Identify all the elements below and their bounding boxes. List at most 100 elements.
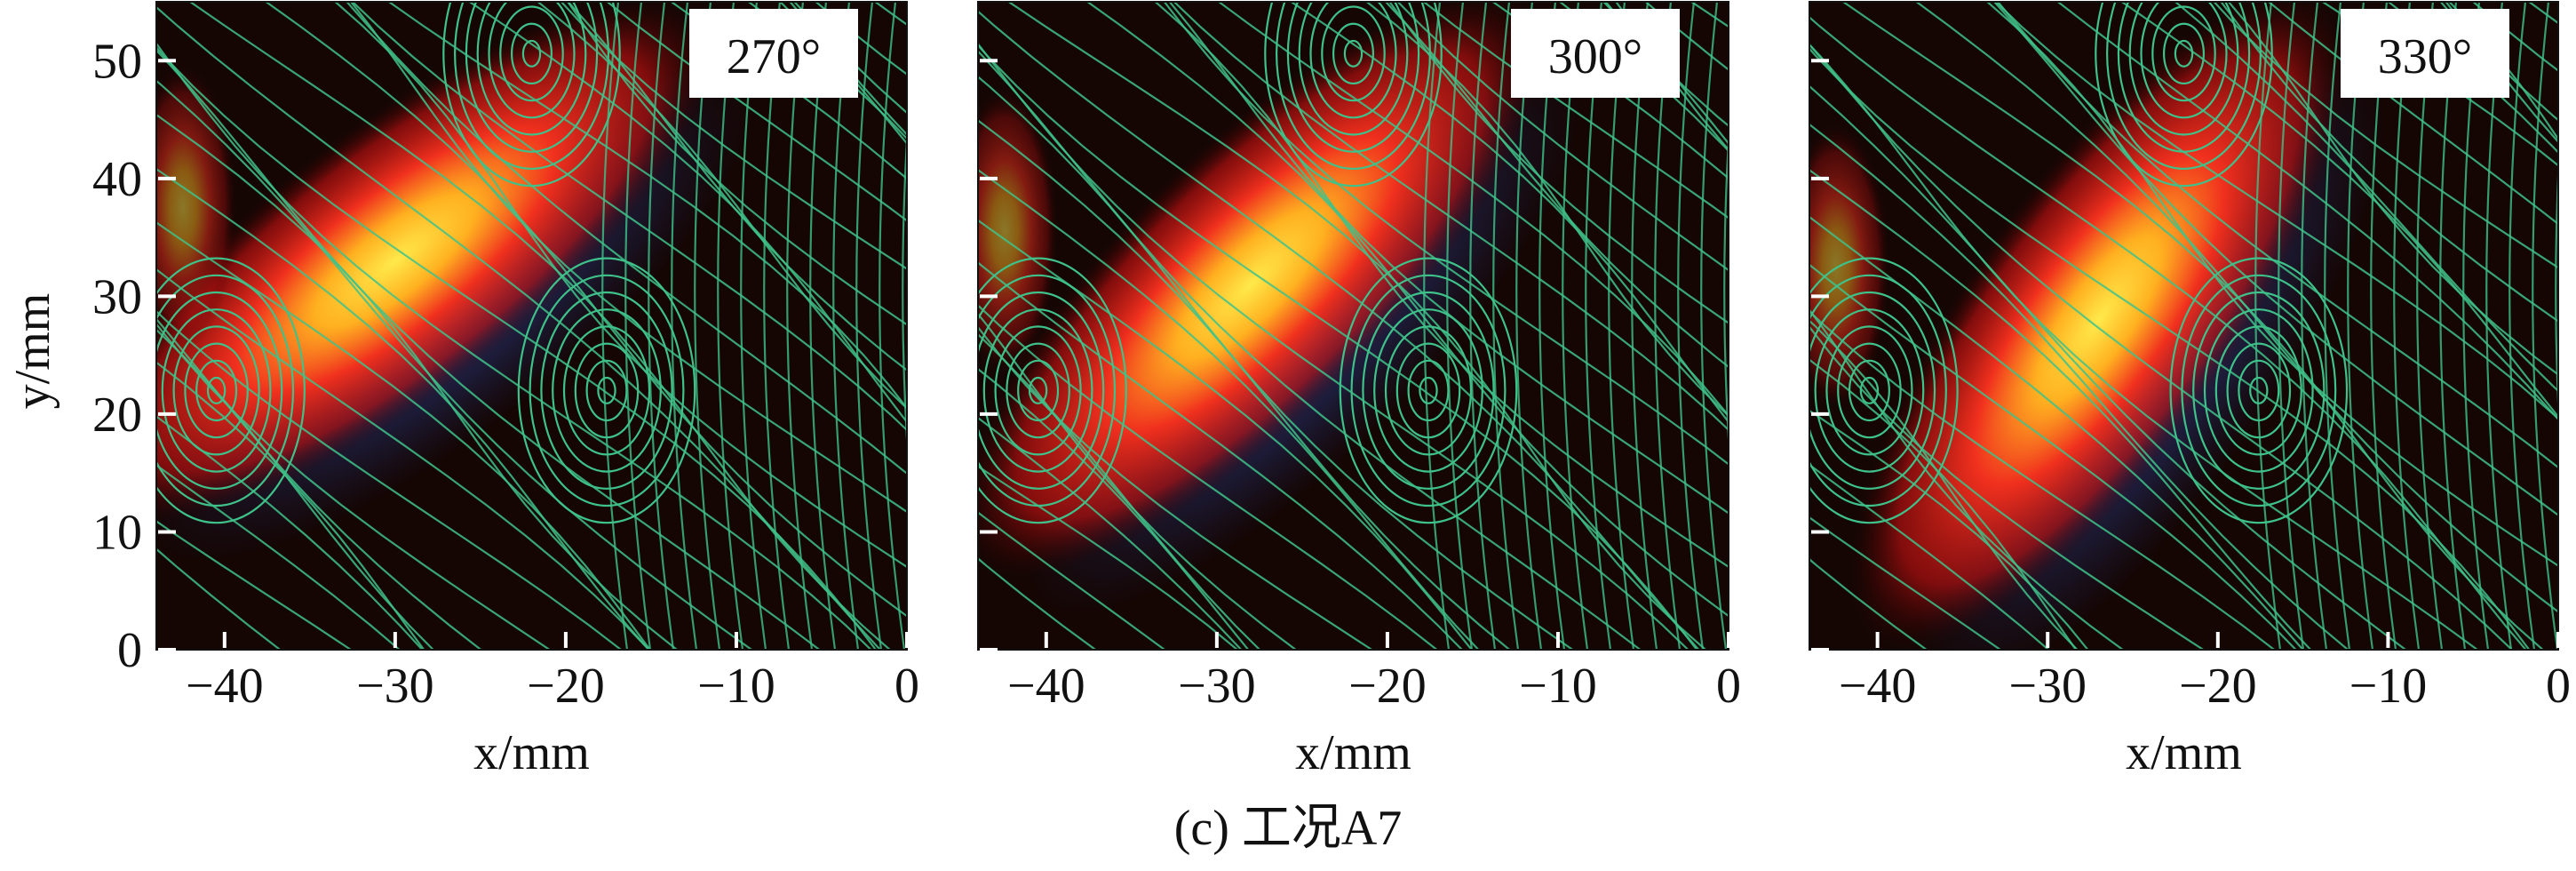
streamline [156, 221, 652, 650]
streamline [156, 322, 552, 650]
streamline [2301, 2, 2328, 650]
x-tick-label: −10 [2349, 659, 2428, 714]
vortex-line [982, 308, 1093, 473]
vortex-line [1017, 359, 1060, 422]
vortex-line [994, 325, 1082, 456]
x-tick-label: 0 [2546, 659, 2571, 714]
vortex-line [2151, 5, 2216, 102]
streamline [978, 556, 1098, 650]
vortex-line [1814, 308, 1925, 473]
streamline [902, 124, 907, 455]
streamline [567, 2, 907, 372]
streamline [2508, 2, 2536, 650]
streamline [978, 76, 1575, 650]
streamline [156, 79, 753, 650]
annotation-box [2341, 9, 2509, 98]
x-tick-label: 0 [1716, 659, 1741, 714]
streamline [978, 10, 1700, 650]
streamline [560, 2, 907, 270]
vortex-line [1350, 274, 1507, 507]
vortex-line [529, 274, 685, 507]
streamline [1809, 215, 2305, 650]
vortex-line [1362, 291, 1495, 490]
streamline [156, 317, 483, 650]
streamline [978, 168, 1480, 650]
vortex-line [2140, 2, 2228, 119]
x-tick-label: −30 [1178, 659, 1256, 714]
x-tick-label: 0 [894, 659, 919, 714]
vortex-line [488, 2, 576, 119]
plot-frame [977, 1, 1729, 651]
vortex-line [1028, 376, 1048, 404]
streamline [156, 415, 424, 650]
streamline [1006, 2, 1707, 650]
streamline [1387, 2, 1729, 324]
streamline [1809, 123, 2349, 650]
streamline [1809, 409, 2089, 650]
vortex-line [172, 325, 260, 456]
vortex-line [161, 308, 272, 473]
streamline [1809, 43, 2479, 650]
x-tick-label: −40 [186, 659, 264, 714]
vortex-line [1339, 257, 1518, 524]
x-tick-label: −20 [527, 659, 605, 714]
hot-band [978, 2, 1543, 577]
vortex-line [540, 291, 673, 490]
x-axis-label: x/mm [473, 725, 590, 780]
streamline [1809, 15, 2527, 650]
streamline [1994, 2, 2558, 420]
streamline [1914, 2, 2558, 613]
vortex-line [206, 376, 227, 404]
streamline [978, 261, 1464, 650]
streamline [879, 2, 906, 650]
streamline [1809, 557, 1928, 650]
streamline [978, 219, 1474, 650]
vortex-line [1006, 342, 1070, 439]
streamline [1604, 2, 1729, 128]
vortex-line [454, 2, 609, 170]
x-tick-label: −10 [1519, 659, 1597, 714]
streamline [349, 2, 907, 514]
vortex-line [2106, 2, 2262, 170]
streamline [1809, 463, 2050, 650]
streamline [2532, 2, 2558, 650]
streamline [1217, 2, 1729, 418]
streamline [788, 2, 907, 137]
streamline [156, 113, 679, 650]
streamline [978, 332, 1261, 650]
vortex-line [1321, 5, 1386, 102]
vortex-line [978, 291, 1105, 490]
streamline [156, 45, 878, 650]
vortex-line [2169, 257, 2349, 524]
x-axis-label: x/mm [2126, 725, 2242, 780]
vortex-line [1848, 359, 1890, 422]
vortex-line [552, 308, 662, 473]
vortex-line [1809, 274, 1947, 507]
annotation-box [1511, 9, 1680, 98]
streamline [978, 465, 1239, 650]
panel [156, 2, 907, 650]
streamline [156, 309, 623, 650]
streamline [345, 2, 907, 475]
vortex-line [1809, 291, 1936, 490]
streamline [156, 361, 425, 650]
streamline [648, 2, 675, 650]
streamline [1602, 2, 1729, 146]
streamline [1289, 2, 1729, 424]
x-tick-label: −30 [2008, 659, 2087, 714]
hot-band [1849, 2, 2349, 650]
streamline [1809, 168, 2312, 650]
y-tick-label: 40 [92, 152, 142, 207]
vortex-line [1373, 308, 1483, 473]
vortex-line [156, 291, 283, 490]
streamline [671, 2, 698, 650]
vortex-line [1286, 2, 1420, 153]
streamline [2278, 2, 2305, 650]
streamline [1677, 2, 1705, 650]
vortex-line [1298, 2, 1409, 136]
streamline [601, 2, 629, 650]
x-tick-label: −30 [356, 659, 434, 714]
plot-frame [1809, 1, 2559, 651]
streamline [1809, 47, 2531, 650]
